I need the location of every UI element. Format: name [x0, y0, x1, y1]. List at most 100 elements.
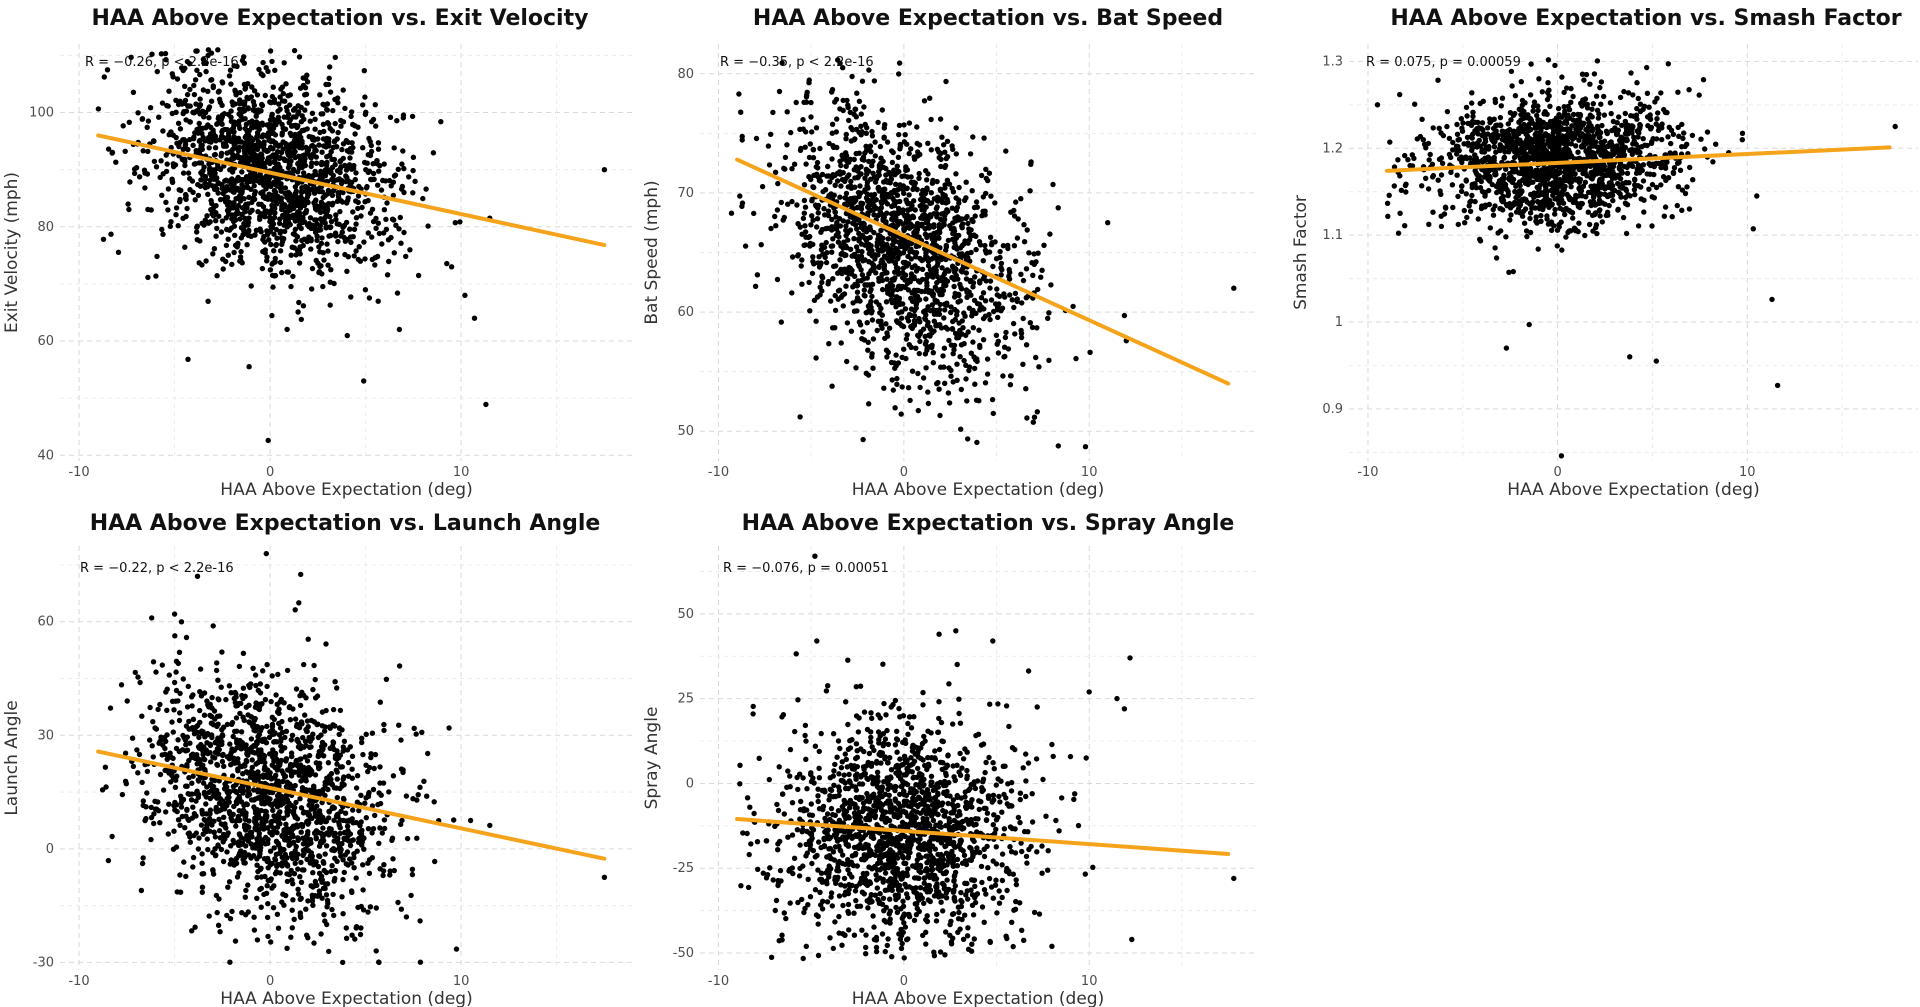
data-point — [961, 341, 967, 347]
data-point — [983, 250, 989, 256]
data-point — [183, 117, 189, 123]
data-point — [273, 160, 279, 167]
data-point — [131, 166, 138, 172]
data-point — [211, 246, 218, 252]
data-point — [837, 257, 843, 263]
data-point — [249, 144, 255, 150]
data-point — [168, 219, 174, 225]
data-point — [1594, 107, 1601, 114]
data-point — [904, 141, 910, 147]
data-point — [1560, 200, 1567, 206]
data-point — [912, 207, 918, 213]
data-point — [938, 364, 944, 370]
data-point — [307, 118, 313, 124]
data-point — [341, 222, 348, 229]
data-point — [1027, 320, 1034, 326]
data-point — [254, 92, 261, 98]
data-point — [192, 197, 198, 203]
data-point — [327, 214, 333, 220]
data-point — [211, 169, 217, 175]
data-point — [1676, 159, 1682, 165]
data-point — [943, 210, 949, 216]
data-point — [187, 119, 193, 125]
data-point — [858, 278, 864, 284]
data-point — [187, 61, 193, 67]
data-point — [860, 436, 866, 443]
data-point — [1508, 212, 1514, 218]
data-point — [773, 223, 779, 229]
data-point — [896, 60, 903, 66]
data-point — [1020, 315, 1026, 322]
data-point — [853, 126, 860, 133]
data-point — [231, 133, 237, 140]
data-point — [871, 191, 878, 198]
data-point — [168, 129, 174, 135]
data-point — [265, 156, 272, 162]
data-point — [863, 226, 870, 233]
data-point — [372, 255, 378, 261]
y-tick-label: 80 — [37, 220, 54, 235]
data-point — [829, 156, 835, 162]
panel-title: HAA Above Expectation vs. Smash Factor — [1390, 6, 1901, 31]
data-point — [1039, 267, 1045, 273]
data-point — [352, 123, 358, 129]
data-point — [897, 146, 903, 152]
data-point — [266, 237, 272, 243]
data-point — [200, 87, 207, 93]
data-point — [1470, 141, 1476, 147]
data-point — [920, 326, 927, 332]
data-point — [319, 235, 325, 241]
data-point — [851, 111, 857, 118]
data-point — [884, 354, 890, 360]
data-point — [1547, 103, 1553, 110]
data-point — [843, 190, 850, 197]
data-point — [903, 336, 910, 342]
data-point — [415, 272, 422, 279]
data-point — [923, 296, 929, 302]
data-point — [328, 267, 334, 273]
data-point — [1427, 151, 1433, 158]
data-point — [854, 205, 861, 211]
data-point — [295, 123, 301, 129]
data-point — [293, 202, 300, 209]
data-point — [1387, 139, 1393, 145]
data-point — [982, 242, 988, 249]
data-point — [1524, 133, 1531, 139]
data-point — [819, 275, 826, 281]
data-point — [240, 176, 246, 183]
data-point — [1686, 206, 1693, 212]
data-point — [943, 247, 949, 253]
data-point — [1635, 95, 1642, 102]
data-point — [220, 256, 226, 262]
data-point — [241, 108, 248, 114]
data-point — [1608, 110, 1614, 117]
data-point — [953, 171, 959, 177]
data-point — [1386, 192, 1392, 198]
data-point — [329, 192, 336, 198]
data-point — [823, 259, 830, 266]
data-point — [1554, 227, 1561, 233]
data-point — [1458, 116, 1465, 122]
data-point — [183, 193, 189, 199]
data-point — [987, 285, 993, 291]
data-point — [1640, 136, 1646, 142]
data-point — [174, 76, 181, 82]
data-point — [942, 193, 948, 199]
data-point — [916, 170, 922, 177]
data-point — [183, 213, 189, 220]
data-point — [194, 224, 200, 231]
data-point — [366, 295, 373, 301]
data-point — [815, 165, 821, 171]
data-point — [803, 99, 810, 105]
data-point — [809, 270, 816, 277]
data-point — [309, 110, 316, 117]
data-point — [881, 125, 887, 131]
data-point — [294, 137, 301, 143]
data-point — [832, 307, 839, 314]
data-point — [1510, 268, 1517, 275]
data-point — [924, 322, 931, 328]
data-point — [386, 177, 393, 184]
data-point — [830, 143, 836, 149]
data-point — [858, 200, 864, 206]
data-point — [244, 184, 250, 190]
